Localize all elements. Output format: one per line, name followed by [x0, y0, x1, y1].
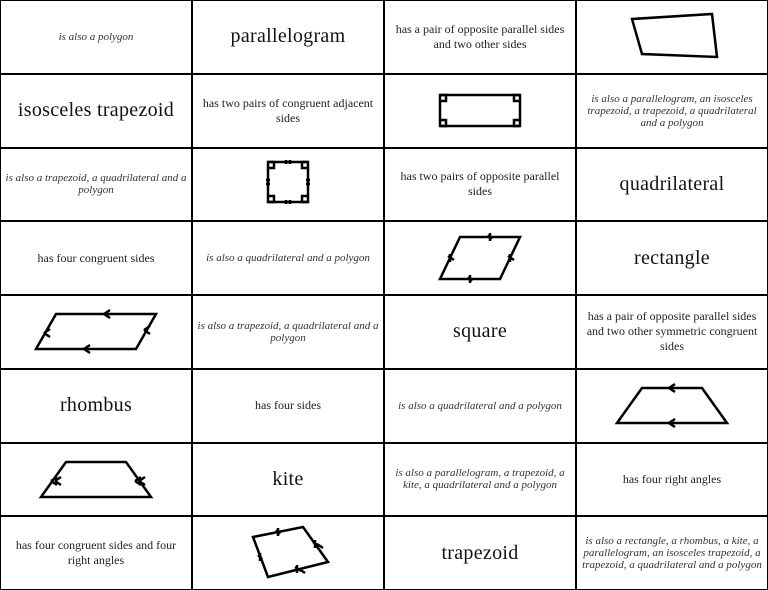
- term-text: isosceles trapezoid: [18, 99, 174, 122]
- ital-text: is also a trapezoid, a quadrilateral and…: [5, 172, 187, 196]
- cell-9: [192, 148, 384, 222]
- term-text: kite: [272, 468, 303, 491]
- cell-21: has four sides: [192, 369, 384, 443]
- cell-18: square: [384, 295, 576, 369]
- cell-25: kite: [192, 443, 384, 517]
- cell-10: has two pairs of opposite parallel sides: [384, 148, 576, 222]
- shape-parallelogram_ticks: [430, 229, 530, 287]
- ital-text: is also a quadrilateral and a polygon: [398, 400, 562, 412]
- cell-29: [192, 516, 384, 590]
- desc-text: has a pair of opposite parallel sides an…: [389, 22, 571, 52]
- term-text: trapezoid: [441, 542, 518, 565]
- ital-text: is also a parallelogram, a trapezoid, a …: [389, 467, 571, 491]
- cell-15: rectangle: [576, 221, 768, 295]
- cell-26: is also a parallelogram, a trapezoid, a …: [384, 443, 576, 517]
- ital-text: is also a quadrilateral and a polygon: [206, 252, 370, 264]
- cell-5: has two pairs of congruent adjacent side…: [192, 74, 384, 148]
- quadrilateral-card-grid: is also a polygon parallelogram has a pair…: [0, 0, 768, 590]
- desc-text: has four congruent sides and four right …: [5, 538, 187, 568]
- shape-kite: [233, 522, 343, 584]
- term-text: rhombus: [60, 394, 132, 417]
- cell-30: trapezoid: [384, 516, 576, 590]
- desc-text: has four congruent sides: [38, 251, 155, 266]
- desc-text: has four right angles: [623, 472, 721, 487]
- ital-text: is also a trapezoid, a quadrilateral and…: [197, 320, 379, 344]
- cell-7: is also a parallelogram, an isosceles tr…: [576, 74, 768, 148]
- ital-text: is also a polygon: [59, 31, 134, 43]
- cell-8: is also a trapezoid, a quadrilateral and…: [0, 148, 192, 222]
- shape-iso_trapezoid: [31, 452, 161, 507]
- desc-text: has two pairs of congruent adjacent side…: [197, 96, 379, 126]
- shape-quadrilateral: [617, 9, 727, 64]
- cell-16: [0, 295, 192, 369]
- cell-12: has four congruent sides: [0, 221, 192, 295]
- shape-square: [253, 154, 323, 214]
- desc-text: has a pair of opposite parallel sides an…: [581, 309, 763, 354]
- cell-27: has four right angles: [576, 443, 768, 517]
- cell-3: [576, 0, 768, 74]
- term-text: quadrilateral: [620, 173, 725, 196]
- cell-0: is also a polygon: [0, 0, 192, 74]
- cell-19: has a pair of opposite parallel sides an…: [576, 295, 768, 369]
- term-text: rectangle: [634, 247, 710, 270]
- shape-rectangle: [425, 83, 535, 138]
- cell-24: [0, 443, 192, 517]
- desc-text: has four sides: [255, 398, 321, 413]
- term-text: parallelogram: [231, 25, 346, 48]
- term-text: square: [453, 320, 507, 343]
- cell-23: [576, 369, 768, 443]
- cell-22: is also a quadrilateral and a polygon: [384, 369, 576, 443]
- cell-1: parallelogram: [192, 0, 384, 74]
- cell-28: has four congruent sides and four right …: [0, 516, 192, 590]
- cell-6: [384, 74, 576, 148]
- cell-2: has a pair of opposite parallel sides an…: [384, 0, 576, 74]
- cell-17: is also a trapezoid, a quadrilateral and…: [192, 295, 384, 369]
- desc-text: has two pairs of opposite parallel sides: [389, 169, 571, 199]
- ital-text: is also a rectangle, a rhombus, a kite, …: [581, 535, 763, 571]
- cell-31: is also a rectangle, a rhombus, a kite, …: [576, 516, 768, 590]
- cell-20: rhombus: [0, 369, 192, 443]
- cell-11: quadrilateral: [576, 148, 768, 222]
- shape-trapezoid_arrows: [607, 378, 737, 433]
- ital-text: is also a parallelogram, an isosceles tr…: [581, 93, 763, 129]
- cell-13: is also a quadrilateral and a polygon: [192, 221, 384, 295]
- cell-4: isosceles trapezoid: [0, 74, 192, 148]
- cell-14: [384, 221, 576, 295]
- shape-parallelogram_arrows: [26, 304, 166, 359]
